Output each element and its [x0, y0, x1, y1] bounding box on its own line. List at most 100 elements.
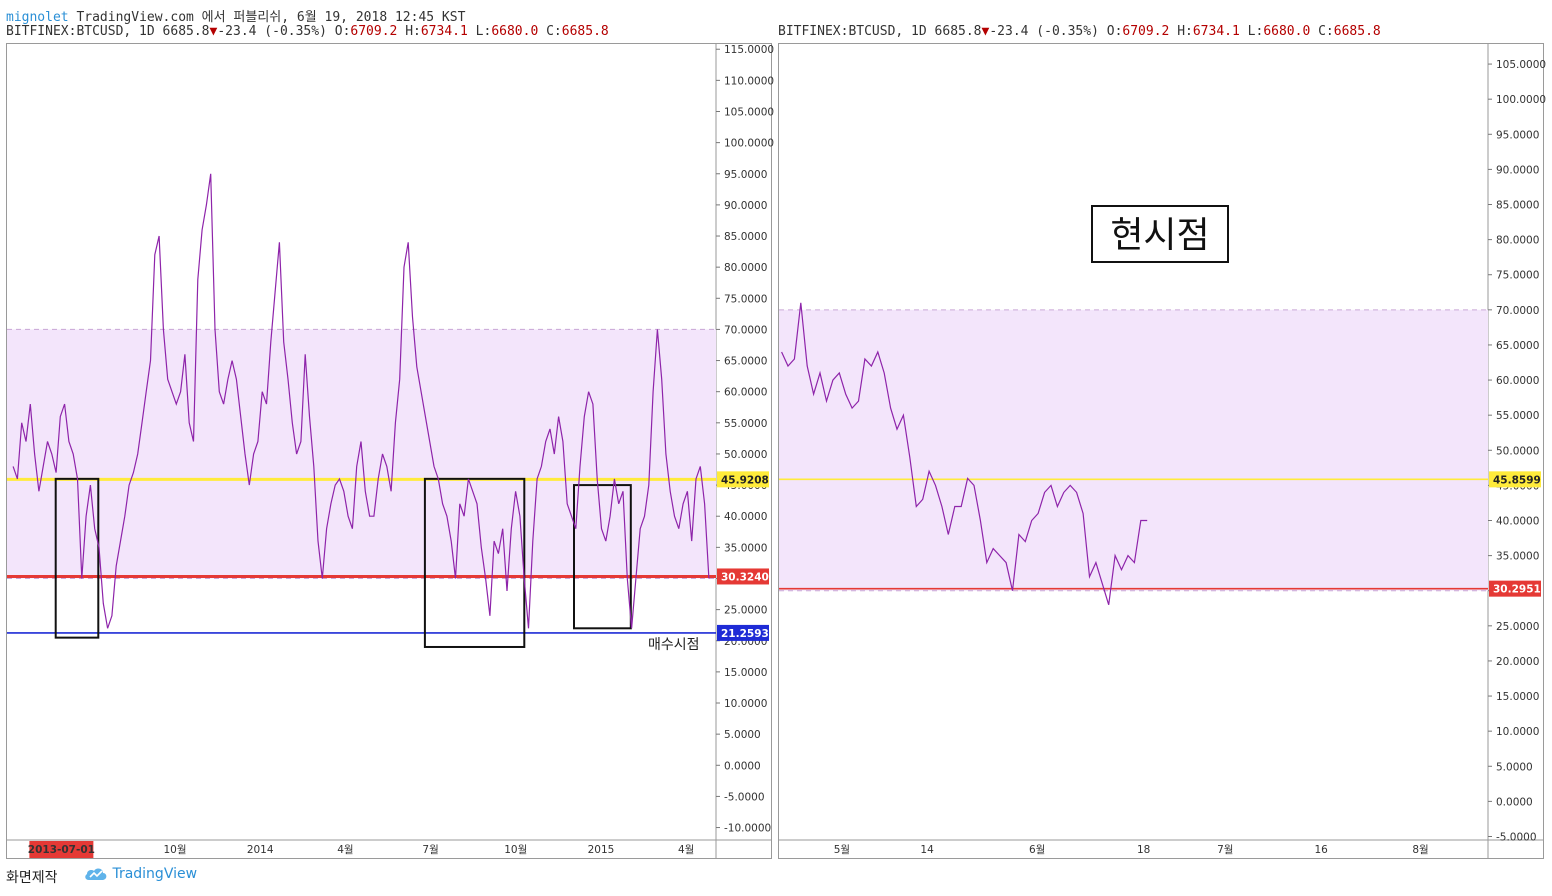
blue-level-badge	[717, 624, 769, 641]
y-tick-label: 80.0000	[1496, 235, 1539, 247]
y-tick-label: 15.0000	[724, 667, 767, 679]
highlight-box	[423, 477, 526, 648]
y-tick-label: 85.0000	[724, 231, 767, 243]
close-value: 6685.8	[1333, 24, 1381, 39]
current-point-annotation: 현시점	[1110, 215, 1209, 256]
symbol-label[interactable]: BITFINEX:BTCUSD, 1D	[778, 24, 927, 39]
x-tick-label: 14	[920, 844, 934, 856]
x-tick-label: 2014	[247, 844, 274, 856]
x-tick-label: 5월	[834, 844, 850, 856]
tradingview-brand[interactable]: TradingView	[84, 866, 197, 882]
y-tick-label: 105.0000	[1496, 59, 1546, 71]
y-tick-label: 65.0000	[724, 356, 767, 368]
chart-panel-right[interactable]: 105.0000 100.0000 95.0000 90.0000 85.0000 80.…	[778, 43, 1546, 859]
x-tick-label: 10월	[163, 844, 186, 856]
yellow-level-value: 45.9208	[721, 474, 769, 486]
y-tick-label: 55.0000	[1496, 410, 1539, 422]
down-arrow-icon: ▼	[209, 24, 218, 39]
y-tick-label: 25.0000	[724, 605, 767, 617]
symbol-label[interactable]: BITFINEX:BTCUSD, 1D	[6, 24, 155, 39]
yellow-level-badge	[1489, 471, 1541, 488]
y-tick-label: -10.0000	[724, 823, 771, 835]
chart-header-right: BITFINEX:BTCUSD, 1D 6685.8▼-23.4 (-0.35%…	[778, 24, 1381, 39]
footer-made-with: 화면제작	[6, 870, 58, 886]
buy-point-annotation: 매수시점	[648, 637, 700, 653]
red-level-badge	[717, 568, 769, 585]
y-tick-label: 70.0000	[1496, 305, 1539, 317]
x-tick-label: 7월	[1217, 844, 1233, 856]
x-tick-label: 4월	[678, 844, 694, 856]
y-tick-label: 0.0000	[724, 760, 761, 772]
low-value: 6680.0	[491, 24, 539, 39]
high-label: H:	[1177, 24, 1193, 39]
chart-header-left: BITFINEX:BTCUSD, 1D 6685.8▼-23.4 (-0.35%…	[6, 24, 609, 39]
y-tick-label: 35.0000	[724, 542, 767, 554]
y-tick-label: 95.0000	[1496, 129, 1539, 141]
x-tick-label: 16	[1314, 844, 1328, 856]
y-tick-label: 55.0000	[724, 418, 767, 430]
y-tick-label: 110.0000	[724, 75, 774, 87]
low-label: L:	[475, 24, 492, 39]
x-tick-label: 7월	[422, 844, 438, 856]
author-link[interactable]: mignolet	[6, 10, 69, 25]
close-label: C:	[546, 24, 562, 39]
open-value: 6709.2	[1122, 24, 1170, 39]
blue-level-value: 21.2593	[721, 628, 769, 640]
x-tick-label: 10월	[504, 844, 527, 856]
down-arrow-icon: ▼	[981, 24, 990, 39]
y-tick-label: 105.0000	[724, 106, 774, 118]
y-tick-label: 75.0000	[724, 293, 767, 305]
last-price: 6685.8	[934, 24, 982, 39]
y-tick-label: 100.0000	[1496, 94, 1546, 106]
rsi-chart-left[interactable]: 115.0000 110.0000 105.0000 100.0000 95.0000 9…	[6, 43, 774, 859]
y-tick-label: 35.0000	[1496, 551, 1539, 563]
yellow-level-value: 45.8599	[1493, 474, 1541, 486]
y-tick-label: 40.0000	[724, 511, 767, 523]
publish-line: mignolet TradingView.com 에서 퍼블리쉬, 6월 19,…	[6, 6, 465, 25]
red-level-badge	[1489, 580, 1541, 597]
y-tick-label: 0.0000	[1496, 796, 1533, 808]
cloud-logo-icon	[85, 868, 107, 880]
y-tick-label: 75.0000	[1496, 270, 1539, 282]
y-tick-label: 90.0000	[1496, 164, 1539, 176]
x-tick-label: 18	[1137, 844, 1150, 856]
y-tick-label: 80.0000	[724, 262, 767, 274]
y-tick-label: 50.0000	[1496, 445, 1539, 457]
y-tick-label: 70.0000	[724, 324, 767, 336]
x-tick-label: 2013-07-01	[28, 844, 95, 856]
change-value: -23.4 (-0.35%)	[989, 24, 1099, 39]
last-price: 6685.8	[162, 24, 210, 39]
y-tick-label: -5.0000	[724, 791, 765, 803]
y-tick-label: 5.0000	[724, 729, 761, 741]
highlight-box	[573, 484, 632, 630]
y-tick-label: 65.0000	[1496, 340, 1539, 352]
yellow-level-badge	[717, 471, 769, 488]
y-tick-label: 50.0000	[724, 449, 767, 461]
low-label: L:	[1247, 24, 1264, 39]
y-tick-label: 20.0000	[1496, 656, 1539, 668]
y-tick-label: 5.0000	[1496, 761, 1533, 773]
open-value: 6709.2	[350, 24, 398, 39]
change-value: -23.4 (-0.35%)	[217, 24, 327, 39]
chart-panel-left[interactable]: 115.0000 110.0000 105.0000 100.0000 95.0000 9…	[6, 43, 774, 859]
x-tick-label: 6월	[1029, 844, 1045, 856]
high-value: 6734.1	[420, 24, 468, 39]
close-label: C:	[1318, 24, 1334, 39]
y-tick-label: 60.0000	[1496, 375, 1539, 387]
y-tick-label: 115.0000	[724, 44, 774, 56]
rsi-series-line	[12, 173, 710, 629]
x-tick-label: 8월	[1412, 844, 1428, 856]
y-tick-label: 15.0000	[1496, 691, 1539, 703]
x-tick-label: 2015	[588, 844, 615, 856]
high-value: 6734.1	[1192, 24, 1240, 39]
open-label: O:	[334, 24, 351, 39]
y-tick-label: -5.0000	[1496, 831, 1537, 843]
rsi-chart-right[interactable]: 105.0000 100.0000 95.0000 90.0000 85.0000 80.…	[778, 43, 1546, 859]
y-tick-label: 60.0000	[724, 387, 767, 399]
y-tick-label: 10.0000	[1496, 726, 1539, 738]
y-tick-label: 100.0000	[724, 138, 774, 150]
y-tick-label: 90.0000	[724, 200, 767, 212]
publish-text: TradingView.com 에서 퍼블리쉬, 6월 19, 2018 12:…	[68, 10, 466, 25]
red-level-value: 30.3240	[721, 571, 769, 583]
current-point-box	[1091, 205, 1229, 263]
